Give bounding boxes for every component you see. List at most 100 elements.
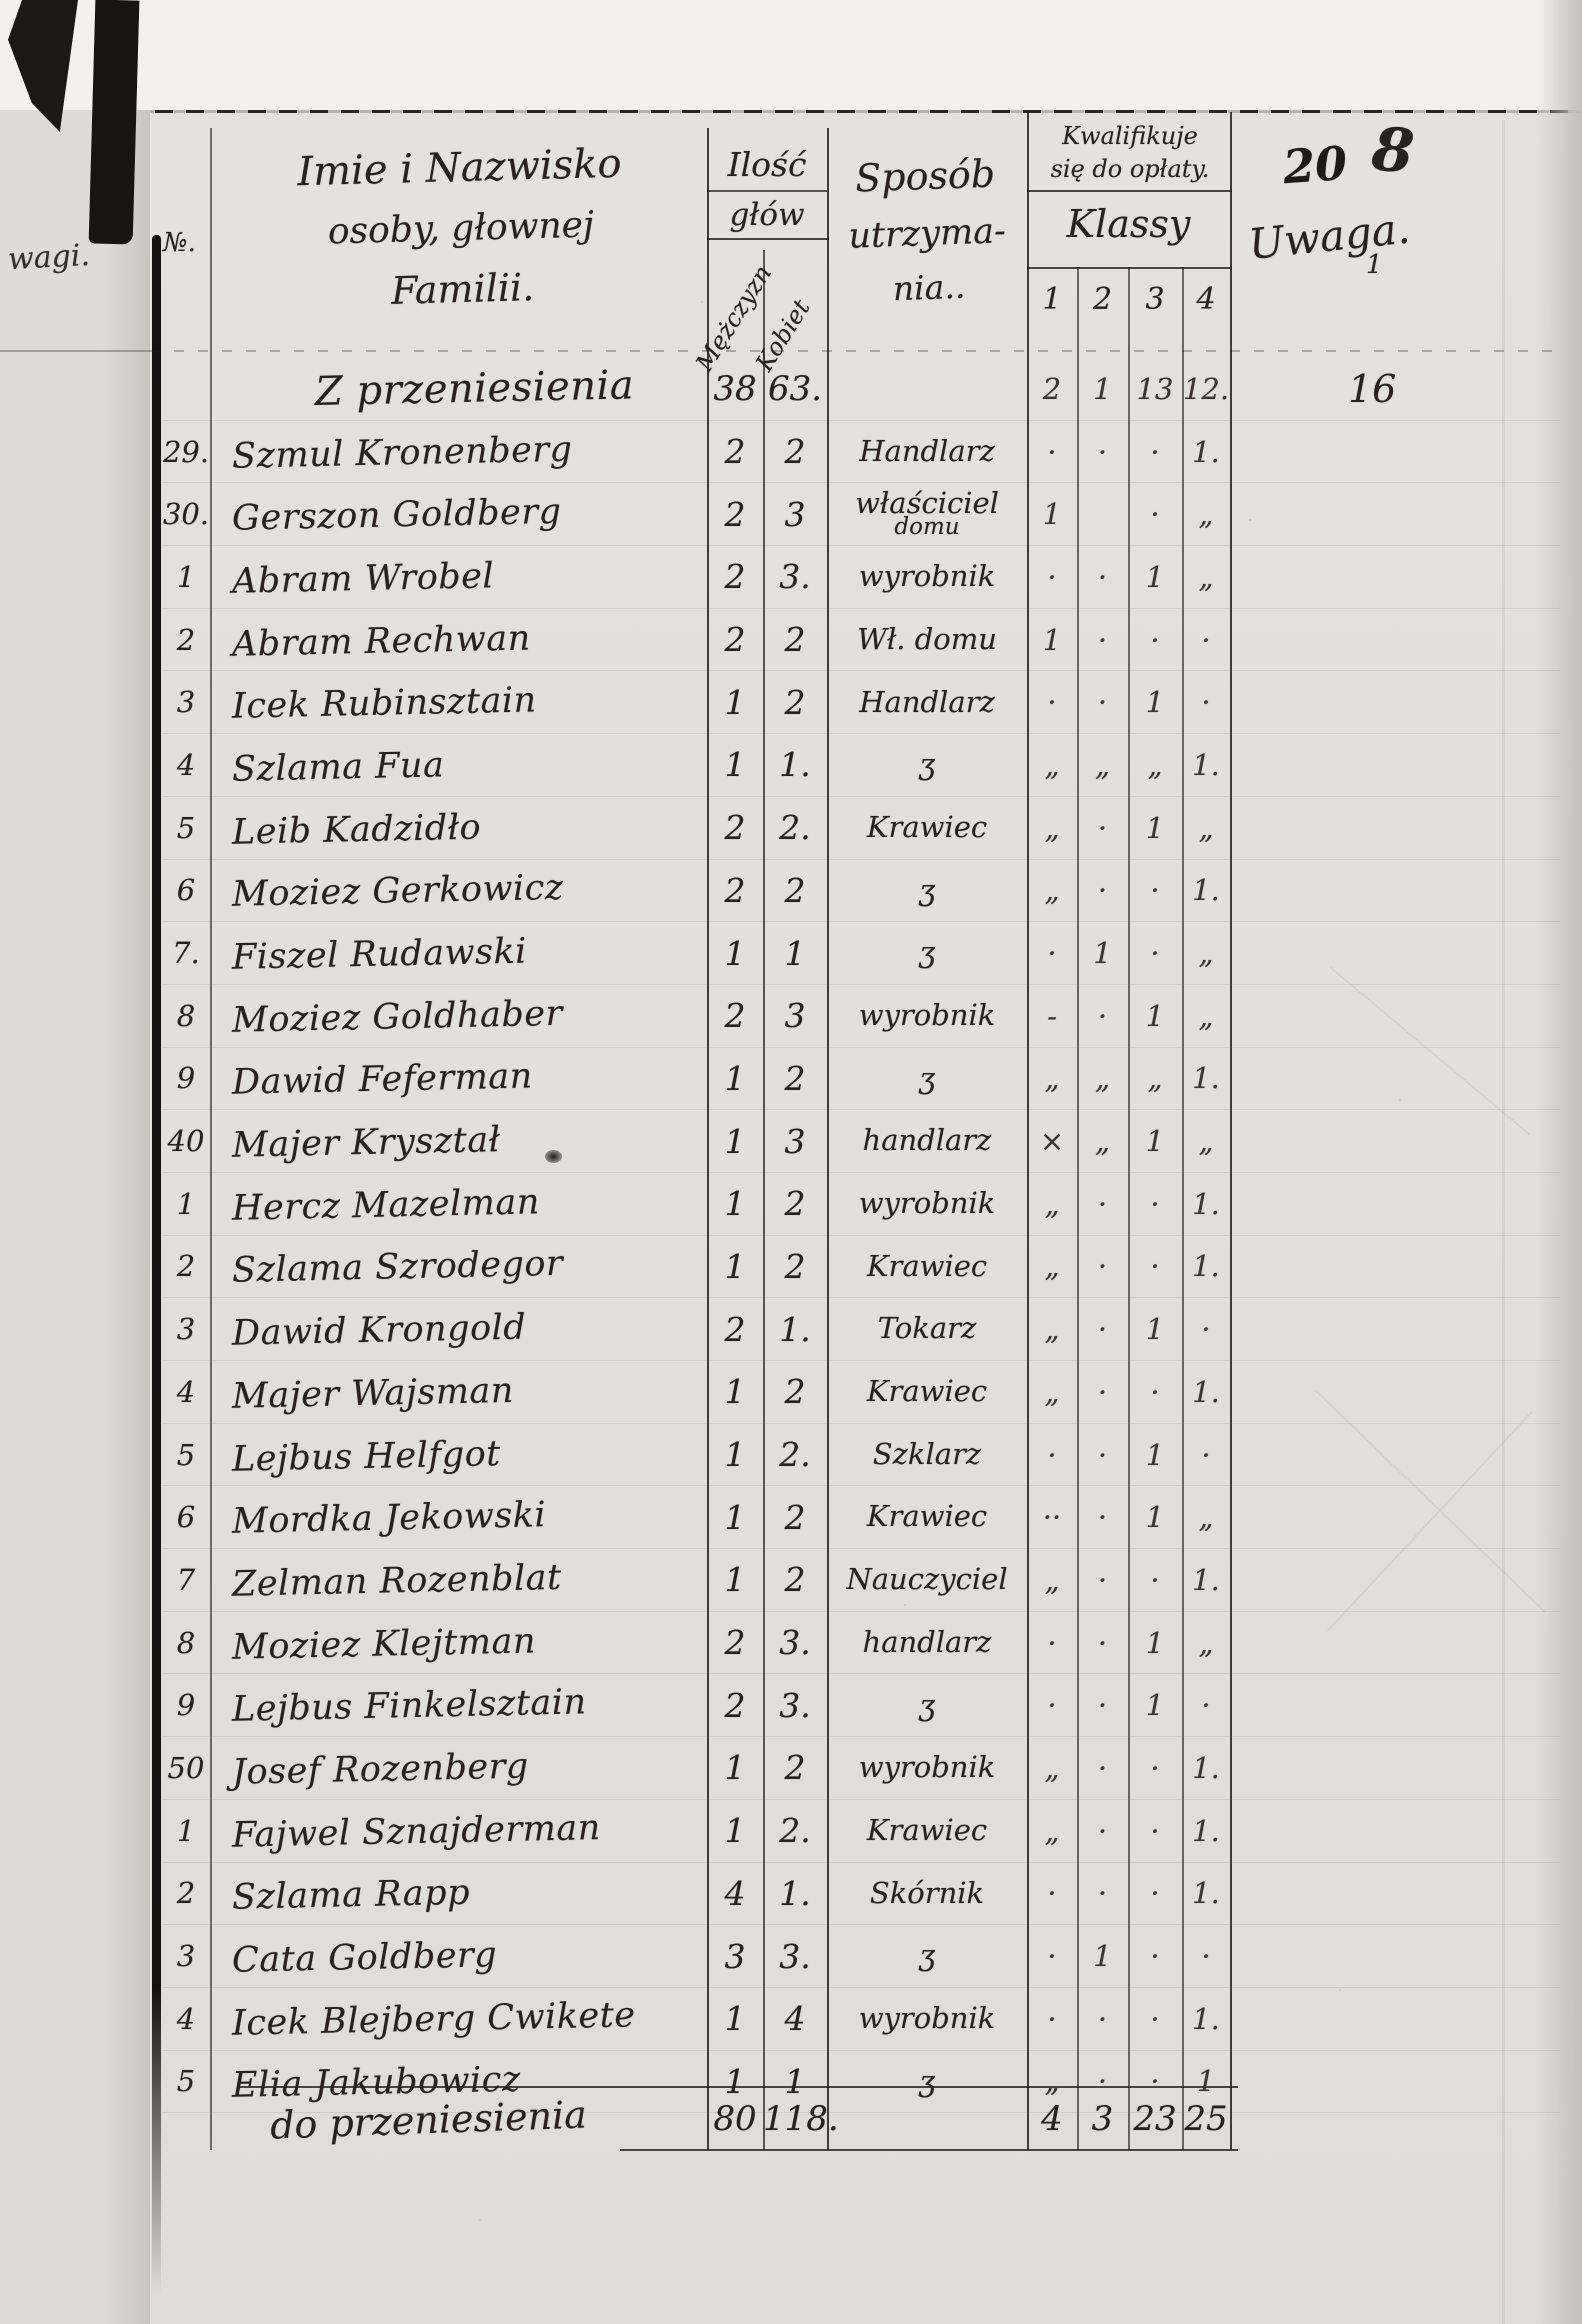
occupation-cell: Skórnik [827, 1878, 1027, 1908]
gutter-line [152, 235, 161, 2295]
occupation-text: Krawiec [866, 1248, 988, 1283]
class4-cell: 1. [1192, 2001, 1220, 2036]
class3-cell: · [1150, 622, 1160, 657]
occupation-text: ʒ [918, 747, 936, 782]
class1-cell: „ [1044, 1562, 1060, 1597]
occupation-text: handlarz [862, 1624, 992, 1659]
totals-women: 118. [763, 2099, 839, 2139]
class1-cell: „ [1044, 810, 1060, 845]
class2-cell: 1 [1093, 1939, 1112, 1974]
class4-cell: 1. [1192, 434, 1220, 469]
occupation-text: wyrobnik [858, 1186, 996, 1220]
occupation-cell: ʒ [827, 1690, 1027, 1720]
header-body-separator [150, 350, 1560, 352]
page-number: 8 [1369, 114, 1417, 188]
class1-cell: „ [1044, 1186, 1060, 1221]
class1-cell: · [1047, 1939, 1057, 1974]
class3-cell: · [1150, 1750, 1160, 1785]
scan-top-margin [0, 0, 1582, 110]
class4-cell: „ [1198, 1500, 1214, 1535]
women-count-cell: 2. [779, 808, 811, 848]
totals-bottom-line [620, 2149, 1238, 2151]
class4-cell: „ [1198, 936, 1214, 971]
occupation-text: ʒ [918, 872, 936, 907]
table-row: 4 Majer Wajsman 1 2 Krawiec „ · · 1. [162, 1361, 1560, 1424]
table-row: 3 Dawid Krongold 2 1. Tokarz „ · 1 · [162, 1298, 1560, 1361]
table-row: 1 Fajwel Sznajderman 1 2. Krawiec „ · · … [162, 1800, 1560, 1863]
name-cell: Leib Kadzidło [231, 807, 482, 853]
class2-cell: · [1097, 1249, 1108, 1284]
women-count-cell: 3. [779, 1623, 811, 1663]
class1-cell: 1 [1042, 497, 1062, 532]
row-number-cell: 7. [172, 936, 200, 971]
table-row: 5 Leib Kadzidło 2 2. Krawiec „ · 1 „ [162, 797, 1560, 860]
men-count-cell: 1 [724, 1560, 746, 1600]
page-right-edge-shadow [1536, 0, 1582, 2324]
binding-tape [88, 0, 140, 245]
name-cell: Moziez Goldhaber [231, 993, 564, 1041]
men-count-cell: 1 [724, 1435, 746, 1475]
table-row: 40 Majer Kryształ 1 3 handlarz × „ 1 „ [162, 1110, 1560, 1173]
class1-cell: „ [1044, 1813, 1060, 1848]
women-count-cell: 1. [779, 1873, 811, 1913]
class-column-2: 2 [1092, 282, 1113, 317]
occupation-text: Krawiec [866, 809, 988, 844]
class1-cell: „ [1044, 1750, 1060, 1785]
row-number-cell: 30. [162, 497, 210, 532]
class2-cell: · [1097, 1625, 1108, 1660]
class4-cell: „ [1198, 1625, 1214, 1660]
women-count-cell: 1. [779, 745, 811, 785]
row-number-cell: 7 [176, 1562, 196, 1597]
women-count-cell: 4 [784, 1999, 806, 2039]
column-header-occupation-line1: Sposób [854, 151, 996, 201]
women-count-cell: 2. [779, 1435, 811, 1475]
class3-cell: · [1150, 2064, 1160, 2099]
column-header-occupation-line3: nia.. [892, 266, 966, 309]
name-cell: Lejbus Helfgot [231, 1433, 502, 1480]
name-cell: Lejbus Finkelsztain [231, 1682, 587, 1731]
row-number-cell: 2 [176, 1249, 196, 1284]
occupation-cell: Krawiec [827, 1502, 1027, 1531]
column-header-name-line3: Familii. [390, 265, 535, 313]
column-header-occupation-line2: utrzyma- [847, 211, 1007, 257]
row-number-cell: 4 [176, 2001, 196, 2036]
class4-cell: „ [1198, 1124, 1214, 1159]
men-count-cell: 2 [724, 494, 746, 534]
women-count-cell: 2 [784, 870, 806, 910]
men-count-cell: 1 [724, 933, 746, 973]
class4-cell: „ [1198, 998, 1214, 1033]
table-row: 9 Dawid Feferman 1 2 ʒ „ „ „ 1. [162, 1048, 1560, 1111]
class1-cell: „ [1044, 1061, 1060, 1096]
class3-cell: „ [1147, 1061, 1163, 1096]
class1-cell: · [1047, 559, 1057, 594]
women-count-cell: 3. [779, 1936, 811, 1976]
class3-cell: 1 [1145, 1124, 1165, 1159]
class4-cell: · [1201, 1939, 1211, 1974]
women-count-cell: 2. [779, 1811, 811, 1851]
occupation-cell: Tokarz [827, 1314, 1027, 1343]
name-cell: Josef Rozenberg [231, 1746, 530, 1793]
class-column-3: 3 [1145, 282, 1165, 317]
occupation-cell: wyrobnik [827, 562, 1027, 591]
men-count-cell: 2 [724, 1685, 746, 1725]
men-count-cell: 2 [724, 1309, 746, 1349]
occupation-text: Krawiec [866, 1374, 988, 1409]
occupation-cell: wyrobnik [827, 1753, 1027, 1782]
occupation-cell: wyrobnik [827, 1189, 1027, 1218]
class4-cell: 1. [1192, 747, 1220, 782]
women-count-cell: 3 [784, 996, 806, 1036]
column-line-class2-3 [1128, 267, 1130, 2150]
men-count-cell: 2 [724, 808, 746, 848]
class1-cell: × [1039, 1124, 1065, 1159]
class2-cell: · [1097, 2001, 1108, 2036]
class4-cell: „ [1198, 497, 1214, 532]
row-number-cell: 6 [176, 1500, 196, 1535]
men-count-cell: 1 [724, 1999, 746, 2039]
table-row: 8 Moziez Klejtman 2 3. handlarz · · 1 „ [162, 1612, 1560, 1675]
class3-cell: · [1150, 1374, 1160, 1409]
class4-cell: 1. [1192, 1876, 1220, 1911]
occupation-text: Skórnik [869, 1875, 985, 1910]
occupation-text: Nauczyciel [846, 1562, 1008, 1597]
class4-cell: 1. [1192, 1186, 1220, 1221]
totals-label: do przeniesienia [269, 2092, 588, 2148]
